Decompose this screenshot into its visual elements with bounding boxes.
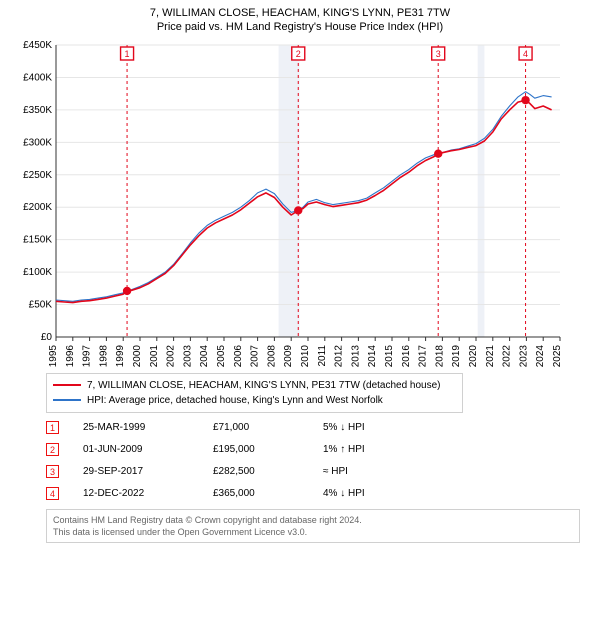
svg-text:1998: 1998 <box>98 344 109 366</box>
svg-text:2: 2 <box>296 49 301 59</box>
transaction-date: 29-SEP-2017 <box>83 466 213 477</box>
transaction-price: £365,000 <box>213 488 323 499</box>
chart-container: £0 £50K £100K £150K £200K £250K £300K £350K £400… <box>10 37 590 367</box>
svg-text:2013: 2013 <box>350 344 361 366</box>
legend: 7, WILLIMAN CLOSE, HEACHAM, KING'S LYNN,… <box>46 373 463 413</box>
svg-text:2022: 2022 <box>502 344 513 366</box>
legend-row: 7, WILLIMAN CLOSE, HEACHAM, KING'S LYNN,… <box>53 378 456 393</box>
price-chart: £0 £50K £100K £150K £200K £250K £300K £350K £400… <box>10 37 566 367</box>
svg-text:1999: 1999 <box>115 344 126 366</box>
svg-text:4: 4 <box>523 49 528 59</box>
transaction-price: £71,000 <box>213 422 323 433</box>
legend-swatch-hpi <box>53 399 81 401</box>
svg-text:£450K: £450K <box>23 40 52 51</box>
transaction-date: 25-MAR-1999 <box>83 422 213 433</box>
transaction-delta: 4% ↓ HPI <box>323 488 433 499</box>
transaction-delta: ≈ HPI <box>323 466 433 477</box>
legend-label: HPI: Average price, detached house, King… <box>87 393 383 408</box>
svg-text:1: 1 <box>125 49 130 59</box>
svg-text:2011: 2011 <box>317 344 328 366</box>
footnote-line: Contains HM Land Registry data © Crown c… <box>53 515 362 525</box>
transaction-delta: 1% ↑ HPI <box>323 444 433 455</box>
svg-text:2023: 2023 <box>518 344 529 366</box>
svg-text:£300K: £300K <box>23 137 52 148</box>
legend-swatch-property <box>53 384 81 386</box>
svg-text:2012: 2012 <box>334 344 345 366</box>
transaction-row: 1 25-MAR-1999£71,0005% ↓ HPI <box>46 417 590 439</box>
svg-text:£100K: £100K <box>23 267 52 278</box>
svg-text:2018: 2018 <box>434 344 445 366</box>
transaction-marker: 1 <box>46 421 59 434</box>
svg-text:2005: 2005 <box>216 344 227 366</box>
chart-subtitle: Price paid vs. HM Land Registry's House … <box>10 21 590 33</box>
svg-text:£150K: £150K <box>23 235 52 246</box>
transaction-row: 2 01-JUN-2009£195,0001% ↑ HPI <box>46 439 590 461</box>
legend-row: HPI: Average price, detached house, King… <box>53 393 456 408</box>
svg-text:£400K: £400K <box>23 72 52 83</box>
svg-text:1997: 1997 <box>82 344 93 366</box>
svg-text:2019: 2019 <box>451 344 462 366</box>
svg-text:2016: 2016 <box>401 344 412 366</box>
footnote: Contains HM Land Registry data © Crown c… <box>46 509 580 543</box>
footnote-line: This data is licensed under the Open Gov… <box>53 527 307 537</box>
svg-text:2009: 2009 <box>283 344 294 366</box>
transaction-price: £282,500 <box>213 466 323 477</box>
svg-text:£50K: £50K <box>29 299 53 310</box>
svg-text:2020: 2020 <box>468 344 479 366</box>
svg-text:2017: 2017 <box>418 344 429 366</box>
svg-text:2001: 2001 <box>149 344 160 366</box>
svg-text:£350K: £350K <box>23 105 52 116</box>
transaction-date: 12-DEC-2022 <box>83 488 213 499</box>
svg-text:2006: 2006 <box>233 344 244 366</box>
transaction-marker: 2 <box>46 443 59 456</box>
svg-text:1996: 1996 <box>65 344 76 366</box>
legend-label: 7, WILLIMAN CLOSE, HEACHAM, KING'S LYNN,… <box>87 378 441 393</box>
transaction-marker: 3 <box>46 465 59 478</box>
svg-text:1995: 1995 <box>48 344 59 366</box>
svg-text:£0: £0 <box>41 332 53 343</box>
transaction-row: 4 12-DEC-2022£365,0004% ↓ HPI <box>46 483 590 505</box>
svg-text:2014: 2014 <box>367 344 378 366</box>
chart-title: 7, WILLIMAN CLOSE, HEACHAM, KING'S LYNN,… <box>10 6 590 21</box>
svg-text:2025: 2025 <box>552 344 563 366</box>
transaction-delta: 5% ↓ HPI <box>323 422 433 433</box>
svg-text:£200K: £200K <box>23 202 52 213</box>
svg-text:2004: 2004 <box>199 344 210 366</box>
svg-text:2003: 2003 <box>182 344 193 366</box>
svg-text:2008: 2008 <box>266 344 277 366</box>
transaction-row: 3 29-SEP-2017£282,500≈ HPI <box>46 461 590 483</box>
svg-text:3: 3 <box>436 49 441 59</box>
svg-text:2010: 2010 <box>300 344 311 366</box>
svg-text:2024: 2024 <box>535 344 546 366</box>
svg-text:2007: 2007 <box>250 344 261 366</box>
svg-text:2015: 2015 <box>384 344 395 366</box>
svg-text:2000: 2000 <box>132 344 143 366</box>
svg-text:£250K: £250K <box>23 170 52 181</box>
svg-text:2021: 2021 <box>485 344 496 366</box>
transaction-price: £195,000 <box>213 444 323 455</box>
transactions-table: 125-MAR-1999£71,0005% ↓ HPI201-JUN-2009£… <box>46 417 590 505</box>
transaction-date: 01-JUN-2009 <box>83 444 213 455</box>
transaction-marker: 4 <box>46 487 59 500</box>
svg-text:2002: 2002 <box>166 344 177 366</box>
